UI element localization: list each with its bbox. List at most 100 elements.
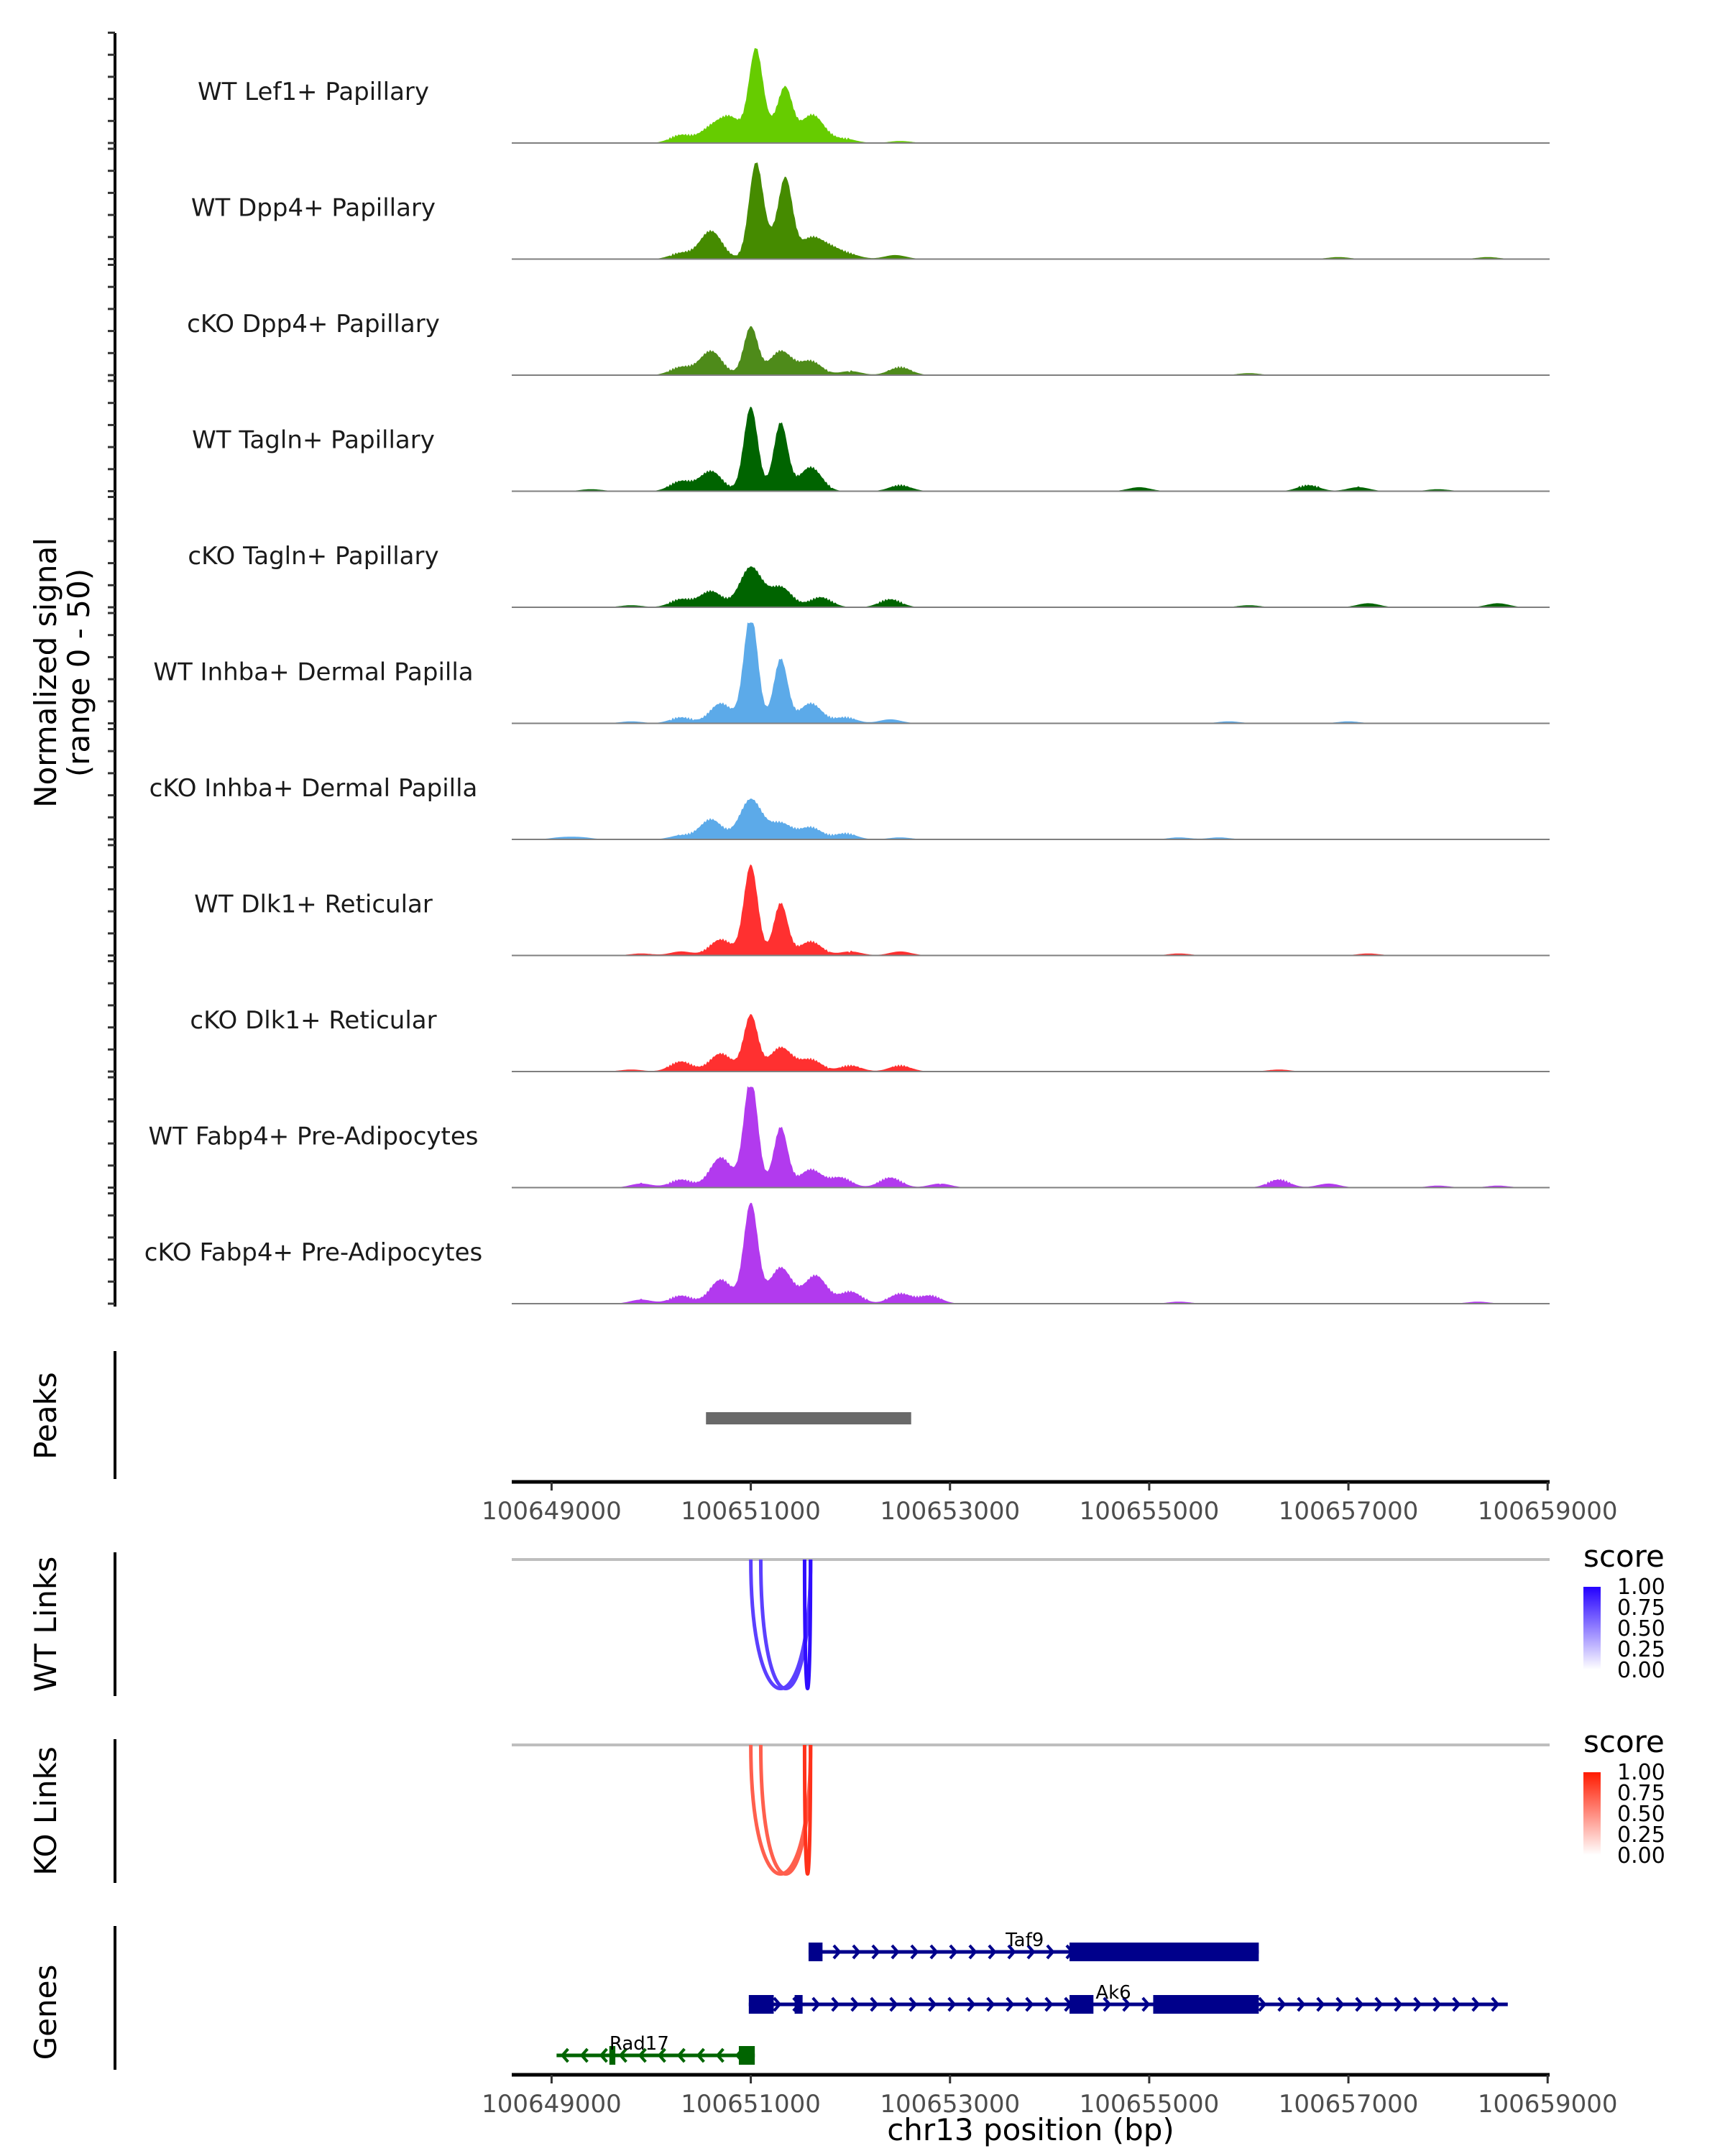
ko-links-track-label: KO Links [28,1746,63,1876]
coverage-track: WT Dlk1+ Reticular [194,864,1550,957]
x-tick-label: 100651000 [681,2090,821,2119]
gene-exon [1070,1995,1094,2014]
score-legends: score1.000.750.500.250.00score1.000.750.… [1583,1539,1665,1869]
x-tick-label: 100651000 [681,1497,821,1526]
gene-exon [1153,1995,1259,2014]
gene-exon [808,1943,823,1961]
strand-forward-icon [988,1944,997,1960]
coverage-track: cKO Dpp4+ Papillary [187,310,1550,376]
strand-reverse-icon [696,2047,705,2063]
coverage-track: cKO Dlk1+ Reticular [190,1006,1550,1072]
strand-forward-icon [1006,1996,1015,2012]
strand-forward-icon [1491,1996,1500,2012]
gene: Rad17 [556,2033,755,2065]
strand-forward-icon [947,1996,957,2012]
gene-label: Ak6 [1095,1982,1131,2004]
strand-forward-icon [1122,1996,1131,2012]
strand-forward-icon [871,1944,880,1960]
strand-forward-icon [1046,1944,1055,1960]
strand-forward-icon [968,1944,978,1960]
strand-forward-icon [850,1996,860,2012]
peaks-track [706,1412,911,1424]
legend-tick-label: 0.00 [1617,1843,1665,1869]
strand-forward-icon [889,1996,898,2012]
strand-forward-icon [811,1996,821,2012]
coverage-area [512,864,1550,956]
track-label: WT Tagln+ Papillary [192,426,435,455]
track-label: cKO Dlk1+ Reticular [190,1006,436,1035]
strand-forward-icon [1007,1944,1016,1960]
legend-tick-label: 1.00 [1617,1760,1665,1785]
coverage-area [512,622,1550,724]
gene: Ak6 [748,1982,1508,2014]
legend-tick-label: 0.25 [1617,1823,1665,1848]
coverage-track: WT Inhba+ Dermal Papilla [153,622,1550,724]
links-track [512,1558,1550,1690]
strand-forward-icon [910,1944,919,1960]
coverage-track: WT Lef1+ Papillary [198,47,1550,144]
strand-forward-icon [928,1996,937,2012]
legend-tick-label: 0.50 [1617,1616,1665,1641]
strand-reverse-icon [657,2047,666,2063]
strand-forward-icon [1432,1996,1442,2012]
track-label: cKO Fabp4+ Pre-Adipocytes [144,1238,483,1267]
strand-reverse-icon [676,2047,686,2063]
coverage-area [512,162,1550,259]
x-tick-label: 100655000 [1080,2090,1220,2119]
strand-forward-icon [831,1996,840,2012]
x-tick-label: 100657000 [1279,2090,1419,2119]
track-label: cKO Tagln+ Papillary [188,542,438,571]
x-tick-label: 100653000 [880,2090,1020,2119]
legend-tick-label: 0.75 [1617,1595,1665,1621]
coverage-tracks: WT Lef1+ Papillary WT Dpp4+ Papillary cKO … [144,47,1550,1304]
coverage-area [512,326,1550,375]
legend-colorbar [1583,1587,1601,1669]
x-tick-label: 100659000 [1478,2090,1618,2119]
coverage-area [512,566,1550,607]
legend-tick-label: 1.00 [1617,1575,1665,1600]
strand-forward-icon [908,1996,918,2012]
x-tick-label: 100659000 [1478,1497,1618,1526]
genes-track: Taf9 Ak6 Rad17 [556,1930,1508,2065]
y-axis-title-line2: (range 0 - 50) [61,568,96,777]
strand-forward-icon [1277,1996,1287,2012]
legend-tick-label: 0.75 [1617,1781,1665,1806]
y-axis-title-line1: Normalized signal [28,538,63,808]
legend-title: score [1583,1539,1665,1574]
coverage-area [512,406,1550,492]
legend-title: score [1583,1724,1665,1759]
wt-links-track-label: WT Links [28,1557,63,1692]
peaks-track-label: Peaks [28,1372,63,1460]
coverage-area [512,1202,1550,1304]
strand-forward-icon [891,1944,900,1960]
strand-forward-icon [1141,1996,1151,2012]
legend-tick-label: 0.00 [1617,1658,1665,1683]
coverage-track: cKO Tagln+ Papillary [188,542,1550,608]
strand-forward-icon [1394,1996,1403,2012]
strand-reverse-icon [560,2047,569,2063]
strand-reverse-icon [618,2047,627,2063]
track-label: WT Dlk1+ Reticular [194,890,433,919]
strand-forward-icon [1316,1996,1325,2012]
link-arc [758,1559,813,1690]
track-label: WT Lef1+ Papillary [198,78,429,106]
strand-forward-icon [852,1944,861,1960]
strand-forward-icon [1413,1996,1422,2012]
strand-forward-icon [1026,1944,1036,1960]
gene-exon [794,1995,803,2014]
x-tick-label: 100655000 [1080,1497,1220,1526]
x-tick-label: 100649000 [482,1497,622,1526]
strand-forward-icon [1335,1996,1345,2012]
strand-forward-icon [1103,1996,1112,2012]
track-label: cKO Dpp4+ Papillary [187,310,440,338]
strand-forward-icon [986,1996,995,2012]
strand-forward-icon [949,1944,958,1960]
link-arc [802,1744,813,1876]
gene-exon [738,2046,755,2065]
strand-forward-icon [967,1996,976,2012]
legend-tick-label: 0.50 [1617,1802,1665,1827]
strand-reverse-icon [579,2047,589,2063]
gene-label: Taf9 [1005,1930,1044,1951]
strand-forward-icon [1452,1996,1461,2012]
